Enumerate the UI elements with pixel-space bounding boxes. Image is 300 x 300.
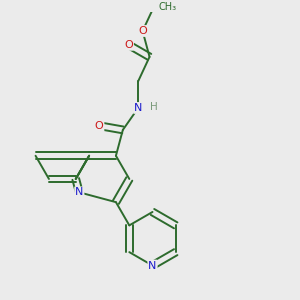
Text: O: O [138, 26, 147, 36]
Text: N: N [134, 103, 142, 113]
Text: O: O [95, 121, 103, 131]
Text: CH₃: CH₃ [158, 2, 176, 12]
Text: N: N [75, 188, 83, 197]
Text: O: O [124, 40, 133, 50]
Text: H: H [150, 101, 158, 112]
Text: N: N [148, 260, 157, 271]
